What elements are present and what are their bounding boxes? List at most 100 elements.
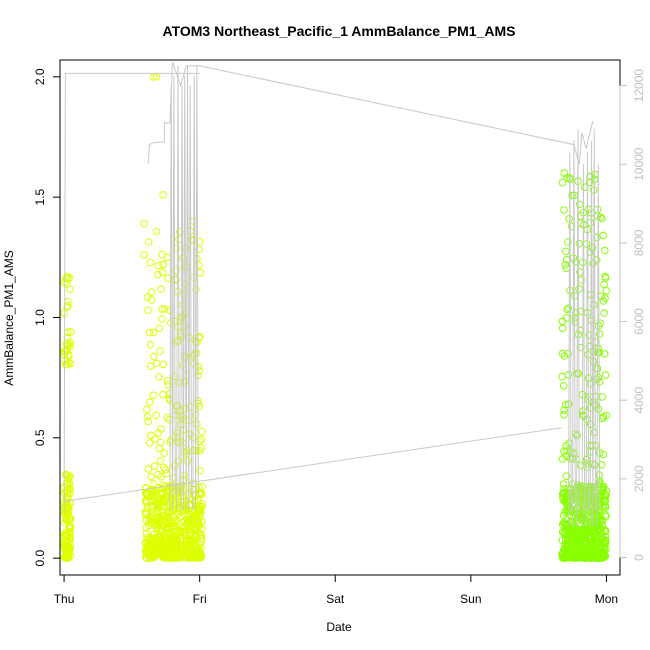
data-point-1529: [601, 491, 610, 499]
data-point-339: [143, 405, 151, 414]
altitude-spike-4: [182, 75, 187, 511]
data-point-1182: [600, 309, 608, 317]
data-point-1522: [585, 540, 594, 548]
data-point-833: [195, 539, 203, 548]
data-point-723: [185, 521, 193, 530]
data-point-1171: [558, 455, 567, 463]
data-point-835: [156, 531, 164, 539]
data-point-108: [64, 359, 73, 367]
data-point-680: [158, 481, 167, 489]
data-point-1423: [594, 494, 602, 502]
data-point-1510: [595, 533, 603, 542]
altitude-spike-15: [592, 128, 597, 527]
altitude-spike-9: [568, 152, 572, 527]
altitude-line-segment-2: [64, 427, 562, 502]
data-point-747: [167, 537, 176, 546]
y-tick-label: 0.5: [33, 429, 47, 446]
data-point-794: [155, 499, 164, 508]
data-point-796: [155, 543, 163, 552]
data-point-797: [185, 531, 194, 539]
data-point-799: [159, 496, 168, 504]
data-point-363: [145, 328, 154, 337]
data-point-470: [175, 227, 184, 236]
axes: Thu Fri Sat Sun Mon 0.0 0.5 1.0 1.5 2.0 0 2000 4000 6…: [33, 68, 646, 606]
data-point-1266: [595, 330, 604, 338]
data-point-395: [154, 429, 163, 437]
data-point-967: [560, 411, 568, 419]
data-point-1462: [558, 349, 567, 358]
data-point-392: [145, 439, 154, 447]
data-point-564: [172, 532, 180, 541]
altitude-spike-11: [576, 128, 580, 527]
data-point-1485: [575, 285, 583, 293]
data-point-489: [178, 518, 187, 527]
altitude-spike-8: [195, 65, 199, 511]
data-point-1491: [596, 525, 604, 533]
data-point-1488: [582, 554, 591, 562]
right-tick-label: 2000: [632, 465, 646, 492]
data-point-820: [163, 542, 171, 551]
data-point-1544: [159, 191, 167, 199]
data-point-1217: [599, 231, 608, 240]
data-point-1337: [573, 509, 582, 517]
data-point-802: [167, 554, 176, 562]
data-point-1546: [63, 272, 71, 281]
data-point-1514: [574, 530, 582, 538]
data-point-870: [559, 382, 568, 390]
data-point-1545: [159, 260, 167, 269]
data-point-1552: [560, 352, 569, 360]
data-point-578: [146, 258, 155, 267]
data-point-1547: [63, 280, 71, 288]
data-point-687: [195, 491, 204, 499]
data-point-1013: [564, 238, 572, 246]
data-point-998: [562, 472, 571, 481]
altitude-spike-5: [185, 65, 190, 511]
data-point-142: [196, 332, 204, 341]
data-point-1550: [601, 272, 609, 281]
data-point-1525: [600, 501, 608, 510]
data-point-583: [157, 285, 165, 293]
data-point-1449: [560, 489, 569, 497]
data-point-1405: [575, 239, 584, 248]
data-point-1393: [599, 412, 608, 421]
data-point-310: [146, 340, 155, 349]
data-point-829: [155, 539, 163, 548]
data-point-1503: [580, 525, 589, 534]
data-point-774: [160, 463, 168, 472]
data-point-1532: [565, 541, 573, 549]
data-point-121: [64, 491, 72, 500]
data-point-1067: [590, 428, 599, 437]
data-point-1549: [563, 174, 571, 182]
data-points: [60, 73, 611, 563]
data-point-697: [192, 521, 200, 530]
data-point-502: [195, 367, 203, 375]
data-point-1516: [586, 549, 595, 558]
data-point-1528: [599, 548, 608, 556]
data-point-462: [158, 305, 166, 313]
data-point-600: [158, 315, 166, 323]
data-point-474: [196, 466, 204, 475]
data-point-613: [170, 461, 179, 470]
data-point-769: [195, 245, 203, 254]
data-point-1471: [585, 523, 594, 532]
altitude-spike-2: [176, 65, 180, 511]
data-point-1396: [559, 519, 568, 527]
y-axis-label: AmmBalance_PM1_AMS: [2, 250, 16, 385]
data-point-1413: [564, 371, 573, 379]
data-point-788: [185, 509, 194, 518]
data-point-1472: [574, 513, 582, 521]
data-point-803: [197, 435, 206, 444]
data-point-1448: [558, 520, 567, 529]
data-point-573: [183, 457, 192, 465]
data-point-1025: [593, 205, 602, 214]
data-point-135: [61, 546, 69, 555]
data-point-1064: [559, 493, 567, 501]
data-point-735: [157, 425, 165, 433]
data-point-1484: [585, 554, 594, 562]
data-point-1497: [590, 525, 598, 534]
data-point-700: [147, 288, 156, 297]
data-point-1252: [568, 191, 576, 200]
altitude-spike-3: [180, 85, 184, 511]
data-point-776: [143, 412, 152, 421]
data-point-581: [156, 457, 165, 465]
